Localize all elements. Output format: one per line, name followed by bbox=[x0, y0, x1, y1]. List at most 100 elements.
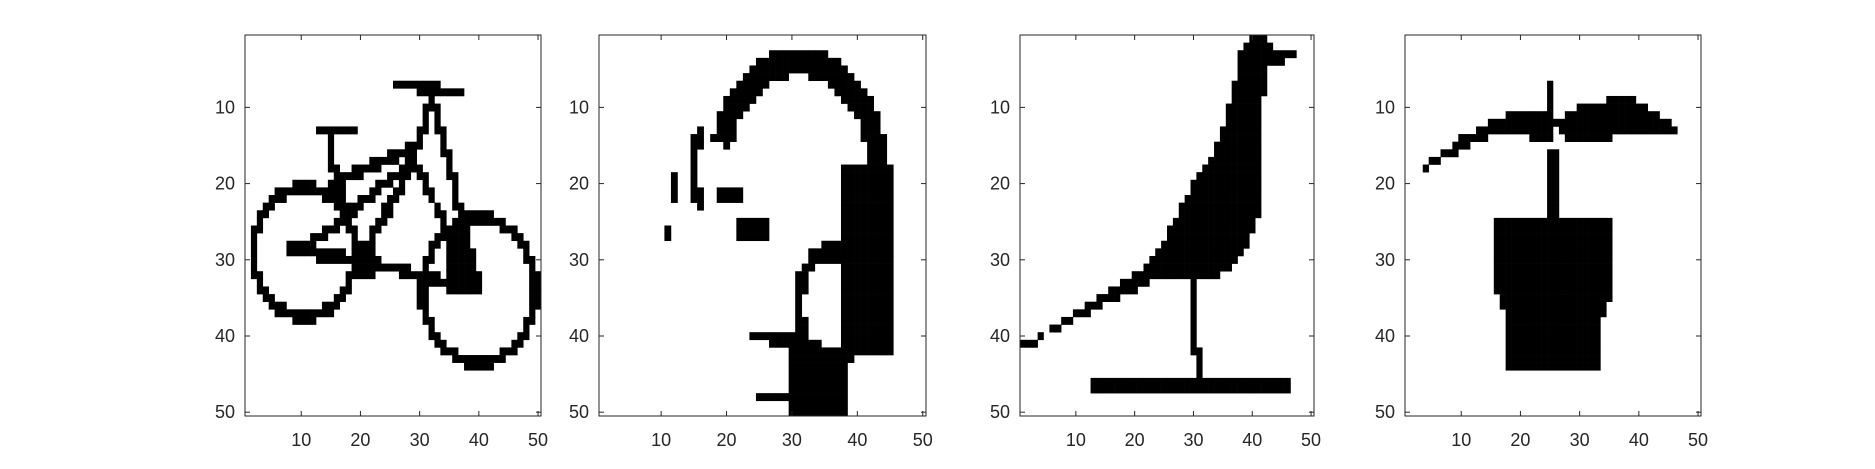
pixel bbox=[867, 217, 874, 226]
pixel bbox=[1243, 240, 1250, 249]
pixel bbox=[1606, 233, 1613, 242]
pixel bbox=[1225, 195, 1232, 203]
pixel bbox=[1588, 271, 1595, 280]
pixel bbox=[481, 355, 489, 363]
pixel bbox=[801, 263, 809, 272]
pixel bbox=[1266, 50, 1274, 59]
pixel bbox=[1582, 278, 1589, 287]
pixel bbox=[1184, 263, 1191, 272]
pixel bbox=[1196, 377, 1203, 386]
pixel bbox=[1167, 377, 1174, 386]
pixel bbox=[1582, 332, 1589, 341]
pixel bbox=[821, 255, 829, 264]
pixel bbox=[416, 141, 423, 150]
pixel bbox=[782, 57, 789, 66]
pixel bbox=[1237, 172, 1244, 181]
pixel bbox=[867, 172, 874, 181]
pixel bbox=[381, 210, 388, 219]
pixel bbox=[1523, 301, 1530, 310]
pixel bbox=[422, 309, 429, 318]
pixel bbox=[801, 57, 809, 66]
pixel bbox=[1096, 294, 1103, 302]
pixel bbox=[1219, 263, 1227, 272]
pixel bbox=[1606, 111, 1613, 120]
x-tick-label: 50 bbox=[1301, 430, 1321, 450]
pixel bbox=[834, 385, 842, 394]
pixel bbox=[529, 301, 536, 310]
pixel bbox=[1090, 377, 1097, 386]
pixel bbox=[404, 149, 412, 158]
pixel bbox=[840, 225, 848, 234]
pixel bbox=[860, 95, 868, 104]
pixel bbox=[398, 164, 406, 173]
pixel bbox=[690, 141, 698, 150]
pixel bbox=[1594, 248, 1601, 257]
pixel bbox=[788, 385, 796, 394]
pixel bbox=[339, 187, 346, 196]
pixel bbox=[464, 225, 471, 234]
pixel bbox=[351, 240, 358, 249]
pixel bbox=[1196, 225, 1203, 234]
pixel bbox=[1529, 126, 1536, 135]
pixel bbox=[834, 57, 842, 66]
y-tick-label: 30 bbox=[1375, 250, 1395, 270]
pixel bbox=[867, 286, 874, 295]
pixel bbox=[1653, 118, 1660, 127]
pixel bbox=[434, 202, 441, 211]
pixel bbox=[1588, 309, 1595, 318]
pixel bbox=[1255, 73, 1262, 82]
pixel bbox=[749, 332, 757, 341]
pixel bbox=[847, 278, 855, 287]
pixel bbox=[1278, 385, 1285, 394]
pixel bbox=[873, 179, 881, 188]
pixel bbox=[873, 263, 881, 272]
pixel bbox=[1671, 126, 1678, 135]
pixel bbox=[1558, 248, 1566, 257]
pixel bbox=[697, 141, 704, 150]
pixel bbox=[1202, 271, 1209, 280]
pixel bbox=[1511, 332, 1518, 341]
pixel bbox=[416, 172, 423, 181]
pixel bbox=[1606, 95, 1613, 104]
pixel bbox=[339, 202, 346, 211]
pixel bbox=[351, 210, 358, 219]
pixel bbox=[1517, 233, 1524, 242]
pixel bbox=[716, 126, 724, 135]
pixel bbox=[481, 362, 489, 371]
pixel bbox=[840, 217, 848, 226]
pixel bbox=[1535, 217, 1542, 226]
pixel bbox=[446, 278, 453, 287]
pixel bbox=[775, 339, 783, 348]
pixel bbox=[1535, 301, 1542, 310]
pixel bbox=[867, 309, 874, 318]
pixel bbox=[1214, 164, 1221, 173]
pixel bbox=[1161, 385, 1168, 394]
pixel bbox=[1249, 134, 1256, 142]
pixel bbox=[873, 233, 881, 242]
pixel bbox=[511, 339, 518, 348]
pixel bbox=[1243, 225, 1250, 234]
pixel bbox=[880, 347, 888, 356]
pixel bbox=[1225, 187, 1232, 196]
pixel bbox=[1523, 309, 1530, 318]
pixel bbox=[1202, 263, 1209, 272]
pixel bbox=[1541, 118, 1548, 127]
pixel bbox=[1588, 126, 1595, 135]
pixel bbox=[1208, 164, 1215, 173]
pixel bbox=[357, 195, 364, 203]
pixel bbox=[886, 202, 894, 211]
pixel bbox=[339, 286, 346, 295]
pixel bbox=[446, 255, 453, 264]
pixel bbox=[1249, 210, 1256, 219]
pixel bbox=[729, 88, 737, 97]
pixel bbox=[1523, 240, 1530, 249]
pixel bbox=[860, 225, 868, 234]
pixel bbox=[808, 400, 816, 409]
pixel bbox=[867, 347, 874, 356]
pixel bbox=[1049, 324, 1056, 333]
pixel bbox=[333, 172, 341, 181]
pixel bbox=[808, 255, 816, 264]
pixel bbox=[357, 248, 364, 257]
pixel bbox=[795, 362, 803, 371]
pixel bbox=[840, 195, 848, 203]
